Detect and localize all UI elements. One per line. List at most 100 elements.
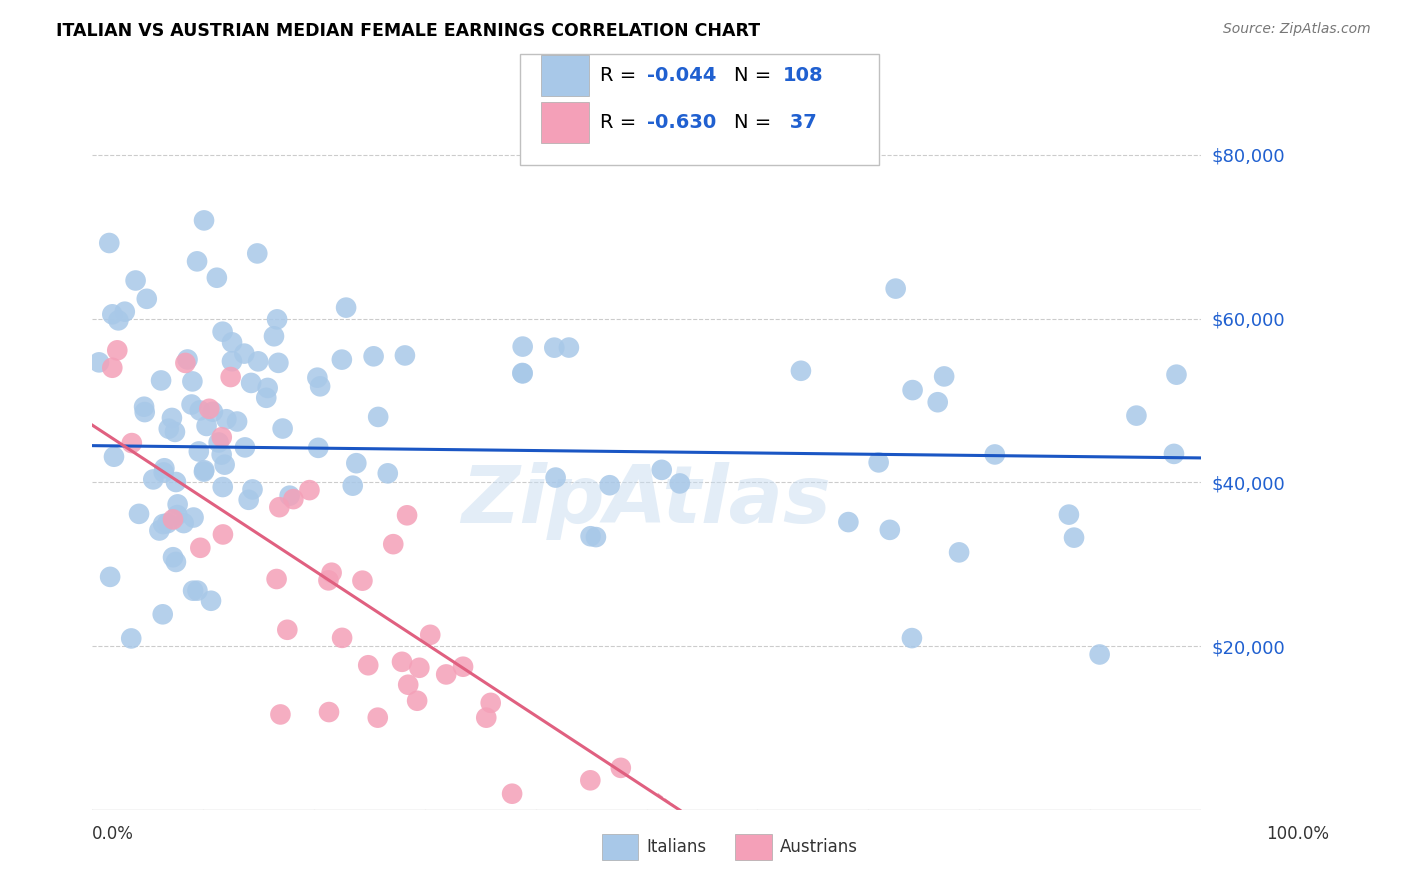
Point <box>278 489 301 503</box>
Point <box>321 566 343 580</box>
Text: Austrians: Austrians <box>780 838 858 856</box>
Point <box>152 517 174 532</box>
Point <box>98 570 121 584</box>
Point <box>512 366 534 380</box>
Point <box>247 354 270 368</box>
Point <box>121 436 143 450</box>
Point <box>181 583 204 598</box>
Point <box>377 467 399 481</box>
Point <box>193 213 215 227</box>
Point <box>544 470 567 484</box>
Point <box>254 391 277 405</box>
Point <box>240 376 263 390</box>
Point <box>188 541 211 555</box>
Text: -0.044: -0.044 <box>647 66 716 86</box>
Point <box>180 397 202 411</box>
Point <box>187 444 209 458</box>
Point <box>1163 447 1185 461</box>
Point <box>309 379 332 393</box>
Point <box>188 403 211 417</box>
Point <box>219 370 242 384</box>
Point <box>451 659 474 673</box>
Text: ZipAtlas: ZipAtlas <box>461 461 831 540</box>
Point <box>934 369 956 384</box>
Point <box>1057 508 1080 522</box>
Text: R =: R = <box>600 66 643 86</box>
Point <box>266 572 288 586</box>
Point <box>901 631 924 645</box>
Point <box>201 405 224 419</box>
Point <box>475 711 498 725</box>
Point <box>156 516 179 531</box>
Point <box>352 574 374 588</box>
Point <box>186 254 208 268</box>
Point <box>150 374 173 388</box>
Point <box>221 335 243 350</box>
Point <box>868 455 890 469</box>
Point <box>238 492 260 507</box>
Point <box>205 270 228 285</box>
Point <box>579 773 602 788</box>
Point <box>367 409 389 424</box>
Point <box>579 529 602 543</box>
Point <box>419 628 441 642</box>
Point <box>162 550 184 565</box>
Point <box>132 400 155 414</box>
Point <box>1166 368 1188 382</box>
Point <box>283 492 305 507</box>
Point <box>134 405 156 419</box>
Point <box>330 631 353 645</box>
Point <box>512 367 534 381</box>
Point <box>1088 648 1111 662</box>
Point <box>298 483 321 497</box>
Point <box>335 301 357 315</box>
Point <box>543 341 565 355</box>
Point <box>242 483 264 497</box>
Point <box>142 472 165 486</box>
Point <box>382 537 405 551</box>
Point <box>160 411 183 425</box>
Text: 100.0%: 100.0% <box>1265 825 1329 843</box>
Text: 108: 108 <box>783 66 824 86</box>
Point <box>124 273 146 287</box>
Point <box>651 463 673 477</box>
Point <box>599 478 621 492</box>
Point <box>668 476 690 491</box>
Point <box>211 448 233 462</box>
Point <box>585 530 607 544</box>
Point <box>233 346 256 360</box>
Point <box>174 356 197 370</box>
Point <box>183 510 205 524</box>
Point <box>198 401 221 416</box>
Point <box>367 711 389 725</box>
Point <box>208 435 231 450</box>
Point <box>927 395 949 409</box>
Point <box>342 478 364 492</box>
Point <box>269 707 291 722</box>
Point <box>135 292 157 306</box>
Point <box>166 508 188 522</box>
Point <box>211 430 233 444</box>
Point <box>263 329 285 343</box>
Point <box>193 463 215 477</box>
Point <box>391 655 413 669</box>
Point <box>195 419 218 434</box>
Point <box>148 524 170 538</box>
Point <box>330 352 353 367</box>
Point <box>226 415 249 429</box>
Point <box>181 375 204 389</box>
Point <box>501 787 523 801</box>
Point <box>212 527 235 541</box>
Text: 0.0%: 0.0% <box>91 825 134 843</box>
Point <box>214 458 236 472</box>
Point <box>318 705 340 719</box>
Point <box>269 500 291 515</box>
Text: Italians: Italians <box>647 838 707 856</box>
Point <box>276 623 298 637</box>
Point <box>267 356 290 370</box>
Point <box>948 545 970 559</box>
Text: R =: R = <box>600 112 643 132</box>
Point <box>610 761 633 775</box>
Point <box>884 282 907 296</box>
Point <box>173 516 195 530</box>
